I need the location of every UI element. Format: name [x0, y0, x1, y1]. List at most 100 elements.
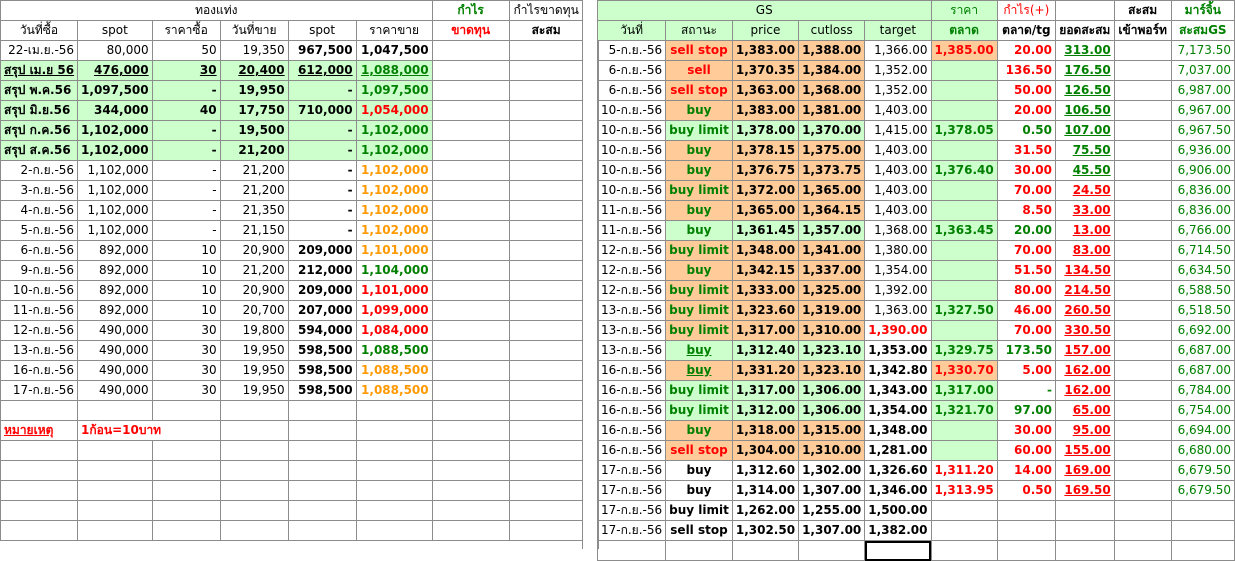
- cutloss-cell[interactable]: 1,365.00: [798, 180, 866, 201]
- price-cell[interactable]: 1,383.00: [731, 100, 800, 121]
- spot2-cell[interactable]: -: [287, 160, 357, 181]
- spot2-cell[interactable]: 594,000: [287, 320, 357, 341]
- spot2-cell[interactable]: 710,000: [287, 100, 357, 121]
- column-header[interactable]: ตลาด/tg: [996, 20, 1056, 41]
- blank-cell[interactable]: [151, 460, 221, 481]
- market-cell[interactable]: [930, 440, 998, 461]
- target-cell[interactable]: 1,415.00: [864, 120, 932, 141]
- blank-cell[interactable]: [508, 420, 584, 441]
- price-cell[interactable]: 1,312.00: [731, 400, 800, 421]
- status-cell[interactable]: buy: [665, 260, 733, 281]
- blank-cell[interactable]: [151, 480, 221, 501]
- cum-cell[interactable]: 107.00: [1054, 120, 1115, 141]
- market-cell[interactable]: [930, 420, 998, 441]
- cutloss-cell[interactable]: 1,368.00: [798, 80, 866, 101]
- cutloss-cell[interactable]: 1,319.00: [798, 300, 866, 321]
- market-cell[interactable]: [930, 280, 998, 301]
- market-cell[interactable]: [930, 180, 998, 201]
- blank-cell[interactable]: [0, 480, 79, 501]
- port-cell[interactable]: [1113, 420, 1172, 441]
- market-cell[interactable]: 1,330.70: [930, 360, 998, 381]
- sell-cell[interactable]: 1,097,500: [355, 80, 433, 101]
- blank-cell[interactable]: [77, 520, 153, 541]
- sell-date-cell[interactable]: 21,200: [219, 180, 289, 201]
- sell-cell[interactable]: 1,102,000: [355, 160, 433, 181]
- cum-cell[interactable]: [508, 220, 584, 241]
- cum-cell[interactable]: 169.00: [1054, 460, 1115, 481]
- date-cell[interactable]: 17-ก.ย.-56: [596, 520, 667, 541]
- spot2-cell[interactable]: 967,500: [287, 40, 357, 61]
- gs-cell[interactable]: 6,906.00: [1170, 160, 1235, 181]
- sell-date-cell[interactable]: 19,500: [219, 120, 289, 141]
- spot-cell[interactable]: 1,102,000: [77, 220, 153, 241]
- buy-cell[interactable]: -: [151, 140, 221, 161]
- column-header[interactable]: วันที่ซื้อ: [0, 20, 79, 41]
- sell-date-cell[interactable]: 20,900: [219, 240, 289, 261]
- market-cell[interactable]: 1,311.20: [930, 460, 998, 481]
- buy-cell[interactable]: -: [151, 120, 221, 141]
- market-cell[interactable]: [930, 140, 998, 161]
- date-cell[interactable]: 13-ก.ย.-56: [0, 340, 79, 361]
- blank-cell[interactable]: [431, 440, 510, 461]
- spot-cell[interactable]: 490,000: [77, 340, 153, 361]
- price-cell[interactable]: 1,262.00: [731, 500, 800, 521]
- group-header[interactable]: ทองแท่ง: [0, 0, 433, 21]
- market-cell[interactable]: [930, 520, 998, 541]
- date-cell[interactable]: 11-ก.ย.-56: [0, 300, 79, 321]
- cutloss-cell[interactable]: 1,337.00: [798, 260, 866, 281]
- spot-cell[interactable]: 80,000: [77, 40, 153, 61]
- date-cell[interactable]: 16-ก.ย.-56: [596, 440, 667, 461]
- market-cell[interactable]: [930, 260, 998, 281]
- blank-cell[interactable]: [431, 420, 510, 441]
- gs-cell[interactable]: 6,518.50: [1170, 300, 1235, 321]
- cum-cell[interactable]: 162.00: [1054, 380, 1115, 401]
- pl-cell[interactable]: 0.50: [996, 480, 1056, 501]
- pl-cell[interactable]: 70.00: [996, 180, 1056, 201]
- column-header[interactable]: ยอดสะสม: [1054, 20, 1115, 41]
- target-cell[interactable]: 1,403.00: [864, 140, 932, 161]
- port-cell[interactable]: [1113, 60, 1172, 81]
- pl-cell[interactable]: 30.00: [996, 420, 1056, 441]
- gs-cell[interactable]: 6,766.00: [1170, 220, 1235, 241]
- spot2-cell[interactable]: 212,000: [287, 260, 357, 281]
- target-cell[interactable]: 1,368.00: [864, 220, 932, 241]
- cum-cell[interactable]: 95.00: [1054, 420, 1115, 441]
- date-cell[interactable]: 12-ก.ย.-56: [596, 240, 667, 261]
- pl-cell[interactable]: 8.50: [996, 200, 1056, 221]
- target-cell[interactable]: 1,366.00: [864, 40, 932, 61]
- market-cell[interactable]: [930, 240, 998, 261]
- cum-cell[interactable]: [508, 180, 584, 201]
- target-cell[interactable]: 1,348.00: [864, 420, 932, 441]
- spot2-cell[interactable]: -: [287, 140, 357, 161]
- date-cell[interactable]: 16-ก.ย.-56: [596, 360, 667, 381]
- buy-cell[interactable]: -: [151, 200, 221, 221]
- blank-header[interactable]: [1054, 0, 1115, 21]
- gs-cell[interactable]: 6,680.00: [1170, 440, 1235, 461]
- cum-cell[interactable]: 106.50: [1054, 100, 1115, 121]
- profit-cell[interactable]: [431, 100, 510, 121]
- price-cell[interactable]: 1,318.00: [731, 420, 800, 441]
- sell-date-cell[interactable]: 19,800: [219, 320, 289, 341]
- sell-cell[interactable]: 1,088,500: [355, 380, 433, 401]
- status-cell[interactable]: sell stop: [665, 80, 733, 101]
- buy-cell[interactable]: -: [151, 80, 221, 101]
- cum-cell[interactable]: 162.00: [1054, 360, 1115, 381]
- spot2-cell[interactable]: -: [287, 200, 357, 221]
- column-header[interactable]: ราคาซื้อ: [151, 20, 221, 41]
- gs-cell[interactable]: 6,588.50: [1170, 280, 1235, 301]
- status-cell[interactable]: buy limit: [665, 320, 733, 341]
- date-cell[interactable]: 17-ก.ย.-56: [596, 500, 667, 521]
- date-cell[interactable]: 10-ก.ย.-56: [596, 180, 667, 201]
- price-cell[interactable]: 1,317.00: [731, 320, 800, 341]
- profit-cell[interactable]: [431, 40, 510, 61]
- sell-date-cell[interactable]: 19,950: [219, 360, 289, 381]
- sell-date-cell[interactable]: 20,900: [219, 280, 289, 301]
- pl-cell[interactable]: 5.00: [996, 360, 1056, 381]
- buy-cell[interactable]: 40: [151, 100, 221, 121]
- spot2-cell[interactable]: -: [287, 180, 357, 201]
- blank-cell[interactable]: [287, 480, 357, 501]
- target-cell[interactable]: 1,403.00: [864, 180, 932, 201]
- status-cell[interactable]: buy: [665, 420, 733, 441]
- profit-cell[interactable]: [431, 120, 510, 141]
- port-cell[interactable]: [1113, 520, 1172, 541]
